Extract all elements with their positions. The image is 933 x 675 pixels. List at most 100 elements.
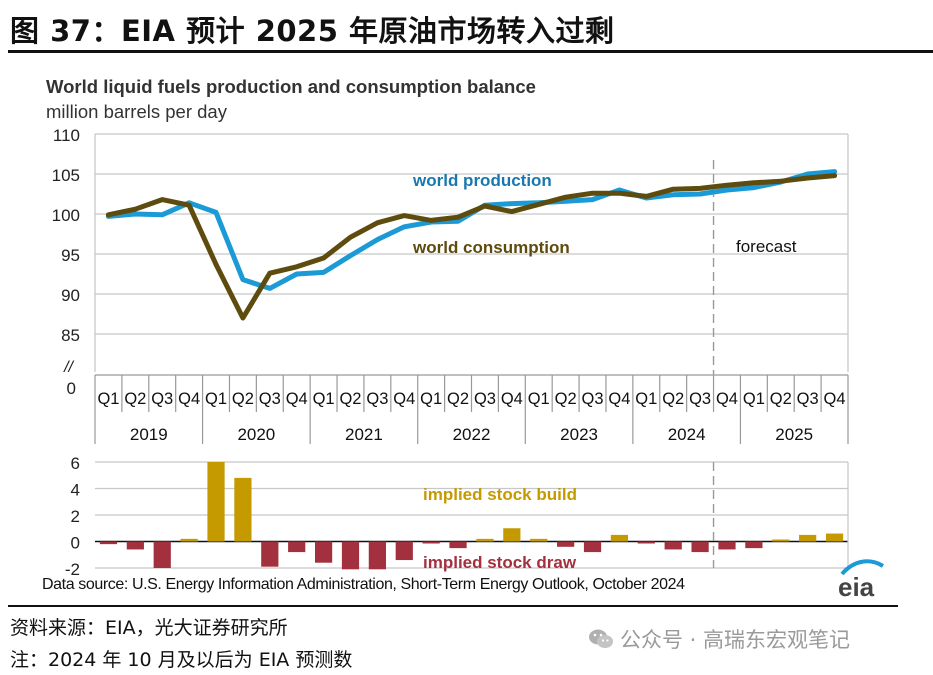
x-axis: Q1 Q2 Q3 Q4 Q1 Q2 Q3 Q4 Q1 Q2 Q3 Q4 Q1 Q2 Q3 Q4 Q1 Q2 Q3 Q4… <box>94 374 849 444</box>
watermark: 公众号 · 高瑞东宏观笔记 <box>588 624 850 654</box>
y-tick-label: 85 <box>61 326 80 345</box>
quarter-label: Q2 <box>662 390 684 408</box>
consumption-label: world consumption <box>412 238 570 257</box>
quarter-label: Q4 <box>501 390 523 408</box>
figure-title: 图 37：EIA 预计 2025 年原油市场转入过剩 <box>10 14 615 48</box>
stock-draw-bar <box>557 541 575 547</box>
world-consumption-line <box>105 173 838 321</box>
year-label: 2021 <box>345 425 383 444</box>
production-label: world production <box>412 171 552 190</box>
bar-y-tick-label: 4 <box>71 481 80 500</box>
stock-build-bar <box>799 534 817 542</box>
stock-draw-bar <box>422 541 440 544</box>
quarter-label: Q4 <box>716 390 738 408</box>
y-tick-label: 100 <box>52 206 80 225</box>
stock-draw-bar <box>637 541 655 544</box>
quarter-label: Q2 <box>555 390 577 408</box>
quarter-label: Q2 <box>232 390 254 408</box>
stock-draw-bar <box>583 541 602 553</box>
stock-build-label: implied stock build <box>423 485 577 504</box>
stock-build-bar <box>610 534 629 542</box>
year-label: 2019 <box>130 425 168 444</box>
year-label: 2025 <box>775 425 813 444</box>
bar-y-tick-label: 6 <box>71 454 80 473</box>
stock-build-bar <box>530 538 548 542</box>
stock-draw-bar <box>718 541 736 550</box>
stock-build-bar <box>234 477 252 542</box>
bar-y-tick-label: 0 <box>71 534 80 553</box>
quarter-label: Q4 <box>608 390 630 408</box>
quarter-label: Q4 <box>178 390 200 408</box>
stock-draw-bar <box>664 541 682 550</box>
stock-build-bar <box>772 539 790 542</box>
quarter-label: Q3 <box>689 390 711 408</box>
chart-subtitle: million barrels per day <box>46 101 227 122</box>
source-note: 资料来源：EIA，光大证券研究所 <box>10 617 288 639</box>
stock-draw-bar <box>368 541 386 570</box>
quarter-label: Q2 <box>447 390 469 408</box>
stock-draw-bar <box>341 541 360 570</box>
data-source: Data source: U.S. Energy Information Adm… <box>42 576 685 593</box>
chart-annotations: world production world consumption forecas… <box>412 171 797 572</box>
quarter-label: Q3 <box>151 390 173 408</box>
quarter-label: Q1 <box>743 390 765 408</box>
stock-draw-bar <box>126 541 144 550</box>
y-tick-label: 95 <box>61 246 80 265</box>
bar-series <box>99 462 844 570</box>
year-label: 2020 <box>237 425 275 444</box>
eia-logo-icon: eia <box>838 559 885 600</box>
stock-draw-bar <box>261 541 279 567</box>
stock-draw-bar <box>153 541 171 568</box>
quarter-label: Q1 <box>420 390 442 408</box>
y-tick-label: 105 <box>52 166 80 185</box>
wechat-icon <box>589 629 613 648</box>
quarter-label: Q3 <box>797 390 819 408</box>
eia-logo-text: eia <box>838 572 875 600</box>
footer-rule <box>8 605 898 607</box>
quarter-label: Q4 <box>824 390 846 408</box>
quarter-label: Q3 <box>474 390 496 408</box>
stock-build-bar <box>825 533 844 542</box>
y-tick-label: 110 <box>53 126 80 145</box>
stock-draw-bar <box>288 541 306 553</box>
stock-draw-bar <box>314 541 333 563</box>
stock-build-bar <box>503 528 521 542</box>
quarter-label: Q2 <box>770 390 792 408</box>
year-label: 2023 <box>560 425 598 444</box>
stock-draw-label: implied stock draw <box>423 553 577 572</box>
stock-draw-bar <box>449 541 467 549</box>
quarter-label: Q1 <box>205 390 227 408</box>
quarter-label: Q2 <box>339 390 361 408</box>
y-tick-label: 90 <box>61 286 80 305</box>
stock-draw-bar <box>745 541 763 549</box>
watermark-text: 公众号 · 高瑞东宏观笔记 <box>620 628 851 652</box>
quarter-label: Q4 <box>286 390 308 408</box>
bar-chart-y-ticks: 6 4 2 0 -2 <box>65 454 80 579</box>
stock-draw-bar <box>395 541 413 561</box>
y-zero-label: 0 <box>67 379 76 398</box>
stock-build-bar <box>207 462 225 542</box>
forecast-label: forecast <box>736 237 797 256</box>
quarter-label: Q1 <box>313 390 335 408</box>
stock-draw-bar <box>691 541 709 553</box>
quarter-label: Q3 <box>259 390 281 408</box>
stock-draw-bar <box>99 541 118 545</box>
line-chart-y-ticks: 110 105 100 95 90 85 // 0 <box>52 126 80 398</box>
chart-title: World liquid fuels production and consum… <box>46 76 536 97</box>
title-rule <box>8 50 933 53</box>
year-label: 2022 <box>453 425 491 444</box>
year-label: 2024 <box>668 425 706 444</box>
quarter-label: Q3 <box>582 390 604 408</box>
quarter-label: Q1 <box>528 390 550 408</box>
axis-break-label: // <box>63 359 74 376</box>
line-series <box>105 169 838 321</box>
stock-build-bar <box>180 538 198 542</box>
quarter-label: Q4 <box>393 390 415 408</box>
bar-y-tick-label: 2 <box>71 507 80 526</box>
quarter-label: Q2 <box>124 390 146 408</box>
stock-build-bar <box>476 538 494 542</box>
quarter-label: Q1 <box>97 390 119 408</box>
quarter-label: Q1 <box>635 390 657 408</box>
forecast-note: 注：2024 年 10 月及以后为 EIA 预测数 <box>10 649 353 671</box>
